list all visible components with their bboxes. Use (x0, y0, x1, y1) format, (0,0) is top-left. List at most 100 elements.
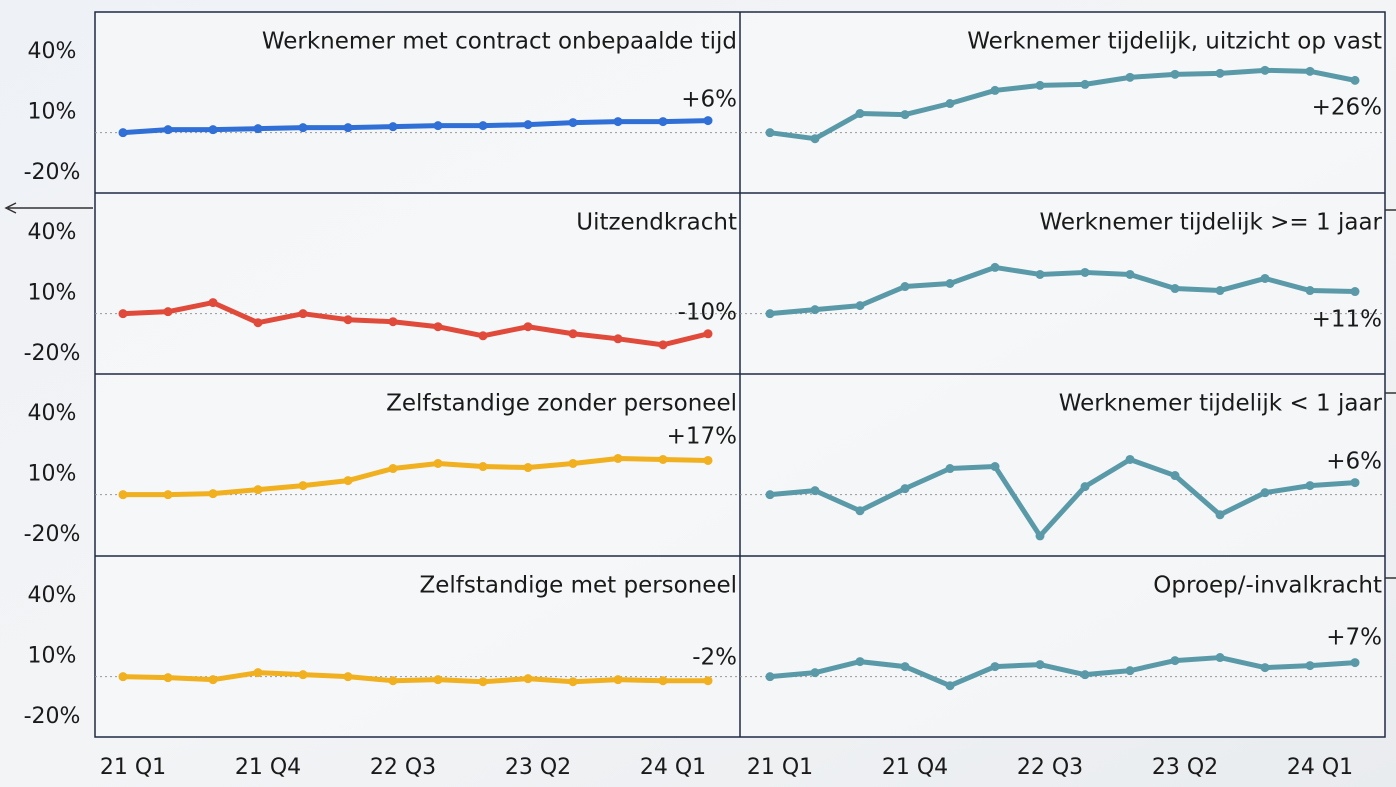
point (946, 99, 955, 108)
point (659, 340, 668, 349)
point (524, 322, 533, 331)
point (1081, 268, 1090, 277)
point (811, 134, 820, 143)
end-label: +26% (1312, 95, 1382, 121)
point (479, 462, 488, 471)
point (524, 463, 533, 472)
point (659, 676, 668, 685)
point (1216, 510, 1225, 519)
point (1036, 660, 1045, 669)
point (299, 670, 308, 679)
point (1036, 531, 1045, 540)
point (1126, 455, 1135, 464)
point (946, 464, 955, 473)
point (209, 489, 218, 498)
point (434, 459, 443, 468)
point (1216, 653, 1225, 662)
point (1171, 284, 1180, 293)
x-tick-label: 21 Q4 (882, 755, 948, 780)
point (569, 677, 578, 686)
panel-title: Werknemer tijdelijk, uitzicht op vast (967, 29, 1382, 55)
point (164, 307, 173, 316)
y-tick-label: 10% (28, 462, 77, 487)
point (299, 309, 308, 318)
point (991, 662, 1000, 671)
point (389, 317, 398, 326)
point (434, 322, 443, 331)
point (524, 120, 533, 129)
point (1351, 287, 1360, 296)
point (254, 124, 263, 133)
point (119, 128, 128, 137)
chart: 40%10%-20%40%10%-20%40%10%-20%40%10%-20%… (0, 0, 1396, 787)
point (1081, 482, 1090, 491)
point (811, 305, 820, 314)
point (1351, 658, 1360, 667)
point (344, 123, 353, 132)
end-label: -10% (678, 300, 737, 326)
point (434, 121, 443, 130)
x-tick-label: 21 Q1 (747, 755, 813, 780)
point (1171, 471, 1180, 480)
point (766, 672, 775, 681)
point (811, 486, 820, 495)
point (299, 481, 308, 490)
point (389, 676, 398, 685)
point (704, 116, 713, 125)
point (389, 464, 398, 473)
point (614, 675, 623, 684)
point (1126, 270, 1135, 279)
point (614, 117, 623, 126)
point (1126, 73, 1135, 82)
point (434, 675, 443, 684)
point (704, 456, 713, 465)
x-tick-label: 24 Q1 (640, 755, 706, 780)
point (991, 462, 1000, 471)
point (164, 673, 173, 682)
end-label: +6% (681, 87, 737, 113)
point (164, 490, 173, 499)
y-tick-label: 40% (28, 220, 77, 245)
point (569, 118, 578, 127)
point (704, 676, 713, 685)
point (1216, 69, 1225, 78)
point (479, 677, 488, 686)
x-tick-label: 22 Q3 (370, 755, 436, 780)
point (856, 657, 865, 666)
y-tick-label: -20% (24, 704, 81, 729)
point (991, 263, 1000, 272)
y-tick-label: -20% (24, 522, 81, 547)
y-tick-label: 10% (28, 100, 77, 125)
point (1261, 274, 1270, 283)
point (1261, 663, 1270, 672)
point (479, 331, 488, 340)
point (856, 506, 865, 515)
point (209, 675, 218, 684)
y-tick-label: 10% (28, 644, 77, 669)
panel-title: Oproep/-invalkracht (1153, 573, 1382, 599)
panel-title: Zelfstandige zonder personeel (386, 391, 737, 417)
y-tick-label: -20% (24, 160, 81, 185)
point (569, 459, 578, 468)
point (164, 125, 173, 134)
point (1306, 481, 1315, 490)
point (856, 301, 865, 310)
point (254, 668, 263, 677)
point (856, 109, 865, 118)
point (1081, 670, 1090, 679)
point (344, 476, 353, 485)
end-label: +6% (1326, 449, 1382, 475)
point (811, 668, 820, 677)
point (119, 672, 128, 681)
y-tick-label: 40% (28, 401, 77, 426)
point (479, 121, 488, 130)
point (946, 279, 955, 288)
point (991, 86, 1000, 95)
point (344, 315, 353, 324)
point (569, 329, 578, 338)
point (614, 334, 623, 343)
point (901, 282, 910, 291)
point (659, 117, 668, 126)
y-tick-label: 10% (28, 281, 77, 306)
point (209, 125, 218, 134)
